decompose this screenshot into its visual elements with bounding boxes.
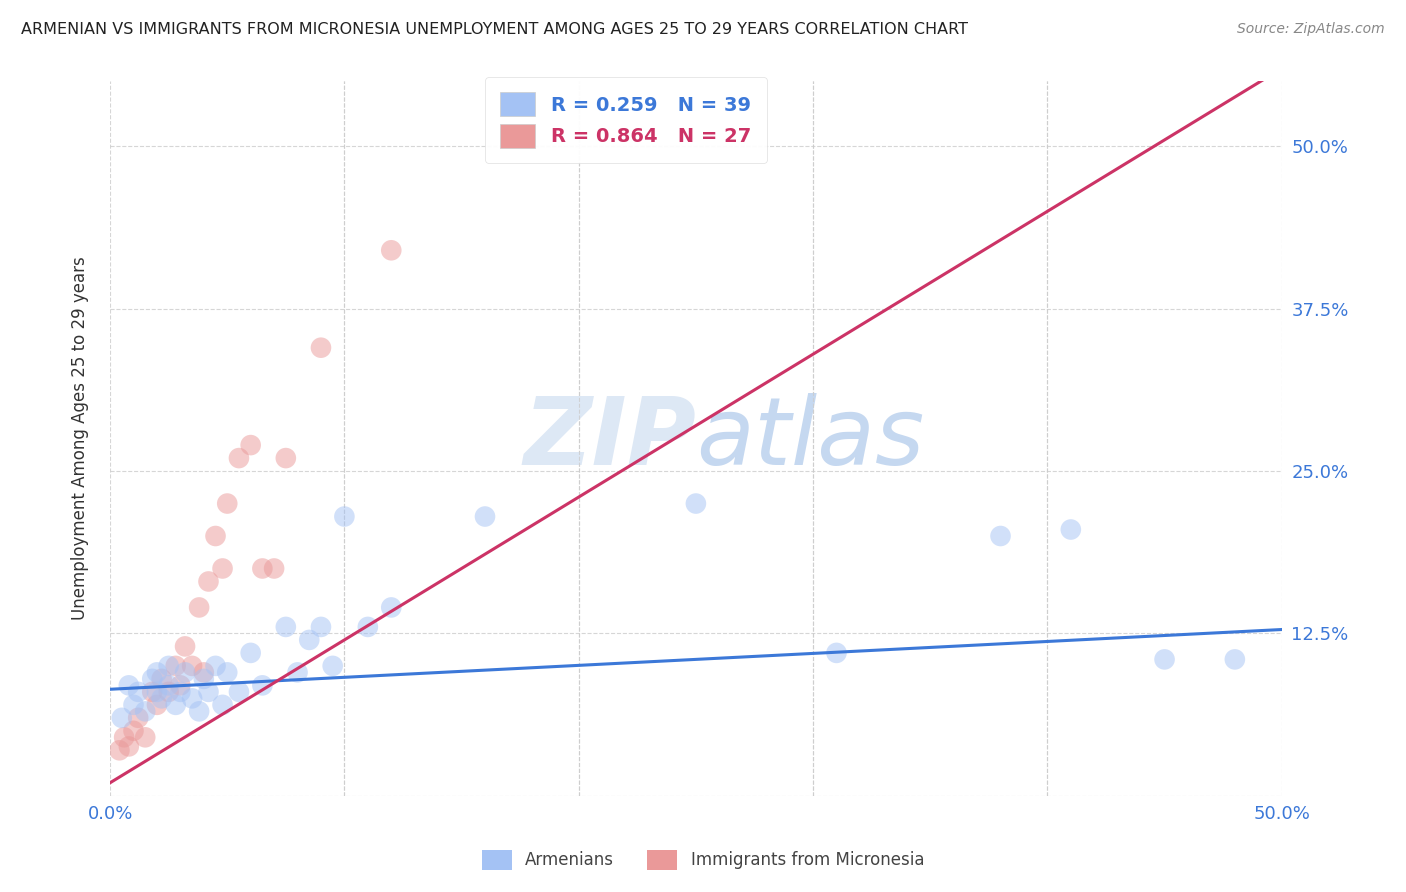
- Point: [357, 620, 380, 634]
- Point: [150, 691, 173, 706]
- Point: [169, 685, 191, 699]
- Point: [118, 739, 141, 754]
- Point: [193, 665, 215, 680]
- Point: [181, 691, 204, 706]
- Point: [157, 678, 180, 692]
- Point: [274, 451, 297, 466]
- Text: ZIP: ZIP: [523, 392, 696, 484]
- Point: [118, 678, 141, 692]
- Point: [122, 698, 145, 712]
- Text: ARMENIAN VS IMMIGRANTS FROM MICRONESIA UNEMPLOYMENT AMONG AGES 25 TO 29 YEARS CO: ARMENIAN VS IMMIGRANTS FROM MICRONESIA U…: [21, 22, 969, 37]
- Point: [380, 244, 402, 258]
- Point: [188, 600, 211, 615]
- Point: [333, 509, 356, 524]
- Point: [228, 685, 250, 699]
- Point: [165, 698, 187, 712]
- Point: [252, 561, 274, 575]
- Point: [217, 497, 239, 511]
- Text: Source: ZipAtlas.com: Source: ZipAtlas.com: [1237, 22, 1385, 37]
- Point: [146, 698, 169, 712]
- Point: [1060, 523, 1083, 537]
- Point: [157, 685, 180, 699]
- Point: [141, 685, 163, 699]
- Point: [239, 438, 262, 452]
- Point: [309, 341, 332, 355]
- Point: [150, 672, 173, 686]
- Point: [990, 529, 1012, 543]
- Point: [287, 665, 309, 680]
- Point: [181, 659, 204, 673]
- Point: [322, 659, 344, 673]
- Point: [252, 678, 274, 692]
- Point: [157, 659, 180, 673]
- Point: [228, 451, 250, 466]
- Point: [309, 620, 332, 634]
- Legend: Armenians, Immigrants from Micronesia: Armenians, Immigrants from Micronesia: [475, 843, 931, 877]
- Point: [825, 646, 848, 660]
- Point: [474, 509, 496, 524]
- Point: [141, 672, 163, 686]
- Point: [174, 665, 197, 680]
- Point: [211, 698, 233, 712]
- Text: atlas: atlas: [696, 393, 924, 484]
- Point: [274, 620, 297, 634]
- Point: [204, 529, 226, 543]
- Point: [197, 685, 219, 699]
- Y-axis label: Unemployment Among Ages 25 to 29 years: Unemployment Among Ages 25 to 29 years: [72, 257, 89, 621]
- Point: [169, 678, 191, 692]
- Point: [263, 561, 285, 575]
- Point: [146, 665, 169, 680]
- Point: [188, 704, 211, 718]
- Point: [239, 646, 262, 660]
- Point: [298, 632, 321, 647]
- Point: [165, 659, 187, 673]
- Point: [211, 561, 233, 575]
- Point: [111, 711, 134, 725]
- Point: [197, 574, 219, 589]
- Point: [127, 711, 149, 725]
- Point: [380, 600, 402, 615]
- Point: [108, 743, 131, 757]
- Point: [174, 640, 197, 654]
- Point: [146, 685, 169, 699]
- Point: [134, 704, 156, 718]
- Point: [112, 731, 135, 745]
- Point: [127, 685, 149, 699]
- Legend: R = 0.259   N = 39, R = 0.864   N = 27: R = 0.259 N = 39, R = 0.864 N = 27: [485, 77, 766, 163]
- Point: [122, 723, 145, 738]
- Point: [1153, 652, 1175, 666]
- Point: [134, 731, 156, 745]
- Point: [204, 659, 226, 673]
- Point: [685, 497, 707, 511]
- Point: [193, 672, 215, 686]
- Point: [217, 665, 239, 680]
- Point: [1223, 652, 1246, 666]
